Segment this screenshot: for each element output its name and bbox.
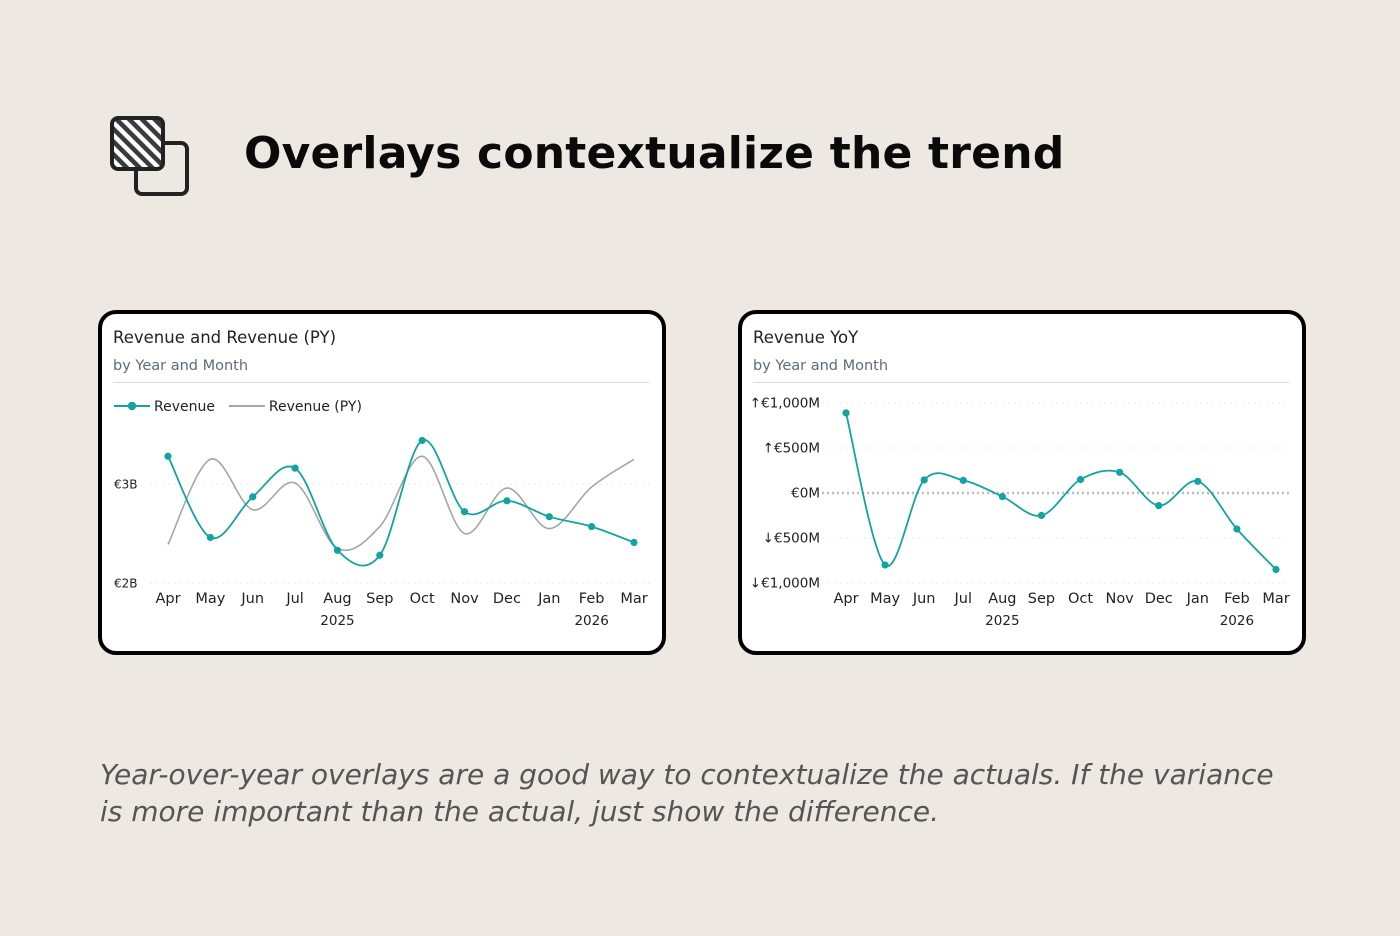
revenue-yoy-line-chart[interactable]: ↑€1,000M ↑€500M €0M ↓€500M ↓€1,000M Apr May Jun… (742, 314, 1306, 655)
legend-marker (127, 401, 137, 411)
y-tick-label: €3B (114, 478, 138, 492)
data-point (164, 452, 172, 460)
data-point (920, 476, 928, 484)
year-label: 2026 (1220, 613, 1254, 629)
x-tick-label: Jul (954, 591, 973, 607)
x-tick-label: May (870, 591, 900, 607)
series-line (845, 412, 1277, 571)
chart-title: Revenue YoY (753, 328, 859, 347)
x-tick-label: Sep (1028, 591, 1055, 607)
data-point (206, 533, 214, 542)
revenue-yoy-chart-card[interactable]: Revenue YoY by Year and Month ↑€1,000M ↑€… (738, 310, 1306, 655)
x-tick-label: Aug (988, 591, 1016, 607)
x-tick-label: Feb (1224, 591, 1250, 607)
data-point (1116, 468, 1124, 476)
data-point (249, 493, 257, 501)
x-tick-label: Aug (323, 591, 351, 607)
x-tick-label: Feb (579, 591, 605, 607)
data-point (630, 538, 638, 547)
title-divider (753, 382, 1289, 383)
x-tick-label: Dec (1145, 591, 1173, 607)
x-tick-label: Apr (833, 591, 858, 607)
data-point (959, 476, 967, 484)
data-point (1194, 477, 1202, 485)
year-label: 2025 (985, 613, 1019, 629)
chart-subtitle: by Year and Month (753, 358, 889, 374)
x-tick-label: May (195, 591, 225, 607)
data-point (1076, 475, 1085, 484)
data-point (881, 561, 889, 569)
revenue-chart-card[interactable]: Revenue and Revenue (PY) by Year and Mon… (98, 310, 666, 655)
data-point (1233, 525, 1241, 533)
title-divider (113, 382, 649, 383)
data-point (503, 497, 511, 505)
data-point (291, 464, 299, 472)
caption-text: Year-over-year overlays are a good way t… (100, 758, 1274, 828)
data-point (418, 436, 426, 445)
y-tick-label: ↓€1,000M (750, 576, 820, 592)
x-tick-label: Jan (1186, 591, 1209, 607)
x-tick-label: Jun (240, 591, 264, 607)
x-tick-label: Mar (620, 591, 647, 607)
x-tick-label: Dec (493, 591, 521, 607)
x-tick-label: Jul (285, 591, 304, 607)
legend-label: Revenue (154, 399, 215, 415)
chart-title: Revenue and Revenue (PY) (113, 328, 337, 347)
data-point (1155, 502, 1163, 510)
chart-subtitle: by Year and Month (113, 358, 249, 374)
data-point (333, 546, 342, 554)
x-tick-label: Nov (1105, 591, 1134, 607)
x-tick-label: Sep (366, 591, 393, 607)
y-tick-label: €0M (791, 486, 820, 502)
data-point (842, 409, 850, 417)
x-tick-label: Oct (410, 591, 435, 607)
legend-label: Revenue (PY) (269, 399, 362, 415)
year-label: 2025 (320, 613, 354, 629)
x-tick-label: Nov (450, 591, 479, 607)
x-tick-label: Mar (1262, 591, 1289, 607)
page-title: Overlays contextualize the trend (244, 128, 1065, 179)
data-point (1037, 511, 1046, 520)
series-line (167, 439, 635, 567)
data-point (545, 513, 553, 521)
data-point (376, 551, 384, 559)
overlay-squares-icon (110, 116, 189, 196)
x-tick-label: Oct (1068, 591, 1093, 607)
y-tick-label: ↑€500M (763, 441, 820, 457)
x-tick-label: Jan (537, 591, 560, 607)
year-label: 2026 (574, 613, 608, 629)
x-tick-label: Apr (155, 591, 180, 607)
y-tick-label: ↑€1,000M (750, 396, 820, 412)
y-tick-label: €2B (114, 577, 138, 591)
revenue-line-chart[interactable]: €3B €2B Apr May Jun Jul Aug Sep Oct Nov Dec Jan Feb M… (102, 314, 666, 655)
data-point (460, 508, 469, 516)
series-line (167, 455, 635, 551)
data-point (998, 493, 1006, 501)
data-point (588, 522, 596, 531)
y-tick-label: ↓€500M (763, 531, 820, 547)
x-tick-label: Jun (912, 591, 936, 607)
data-point (1272, 565, 1280, 574)
